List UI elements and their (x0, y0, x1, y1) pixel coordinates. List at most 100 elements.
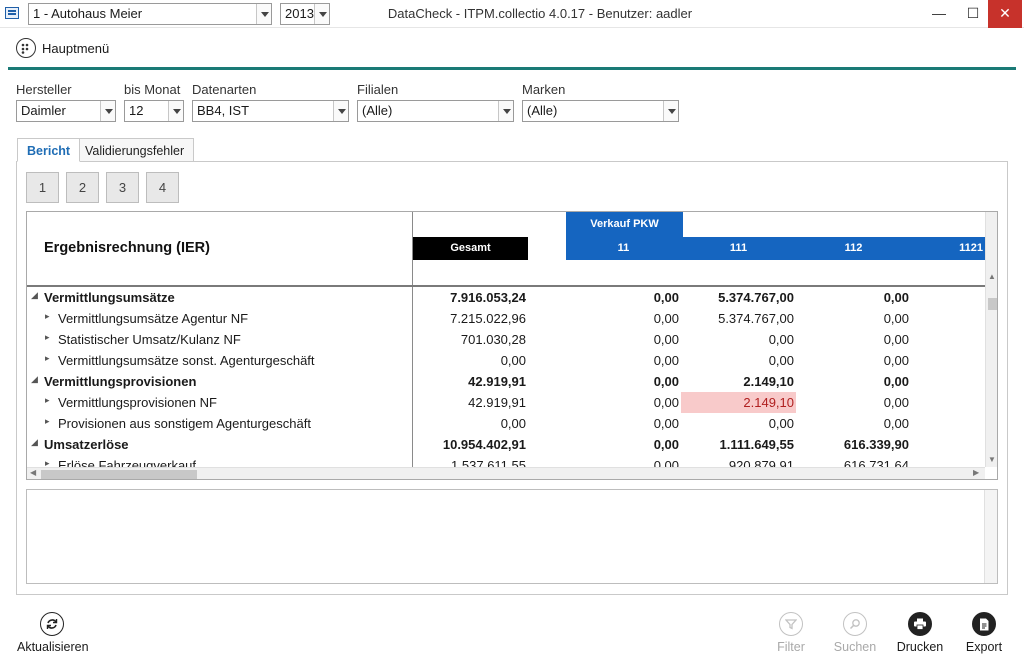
triangle-right-icon[interactable]: ▸ (45, 332, 50, 342)
datenarten-select[interactable]: BB4, IST (192, 100, 349, 122)
tab-validierungsfehler[interactable]: Validierungsfehler (75, 138, 195, 162)
triangle-down-icon[interactable]: ◢ (31, 374, 38, 384)
row-label: Vermittlungsprovisionen NF (58, 395, 217, 410)
minimize-button[interactable]: — (932, 5, 946, 21)
horizontal-scrollbar[interactable]: ◀ ▶ (27, 467, 985, 479)
search-button[interactable]: Suchen (820, 612, 890, 654)
page-button-1[interactable]: 1 (26, 172, 59, 203)
tab-bericht[interactable]: Bericht (17, 138, 81, 162)
cell-111: 0,00 (768, 332, 794, 347)
highlighted-cell-background (681, 392, 796, 413)
triangle-right-icon[interactable]: ▸ (45, 311, 50, 321)
cell-112: 0,00 (883, 374, 909, 389)
triangle-right-icon[interactable]: ▸ (45, 353, 50, 363)
refresh-icon (40, 612, 64, 636)
table-row[interactable]: ◢ Umsatzerlöse 10.954.402,91 0,00 1.111.… (27, 434, 985, 455)
table-row[interactable]: ▸ Vermittlungsumsätze sonst. Agenturgesc… (27, 350, 985, 371)
detail-panel-scrollbar[interactable] (984, 490, 997, 583)
cell-11: 0,00 (653, 395, 679, 410)
cell-gesamt: 42.919,91 (468, 395, 526, 410)
scroll-down-icon[interactable]: ▼ (988, 455, 996, 464)
hersteller-label: Hersteller (16, 82, 72, 97)
report-grid[interactable]: Ergebnisrechnung (IER) Gesamt Verkauf PK… (26, 211, 998, 480)
table-row[interactable]: ▸ Statistischer Umsatz/Kulanz NF 701.030… (27, 329, 985, 350)
scroll-up-icon[interactable]: ▲ (988, 272, 996, 281)
page-button-4[interactable]: 4 (146, 172, 179, 203)
page-button-2[interactable]: 2 (66, 172, 99, 203)
bis-monat-label: bis Monat (124, 82, 181, 97)
filialen-select[interactable]: (Alle) (357, 100, 514, 122)
cell-11: 0,00 (653, 353, 679, 368)
close-button[interactable]: ✕ (988, 0, 1022, 28)
table-row[interactable]: ▸ Vermittlungsprovisionen NF 42.919,91 0… (27, 392, 985, 413)
horizontal-scroll-thumb[interactable] (41, 470, 197, 479)
triangle-down-icon[interactable]: ◢ (31, 290, 38, 300)
cell-11: 0,00 (653, 374, 679, 389)
cell-111-highlighted[interactable]: 2.149,10 (743, 395, 794, 410)
bis-monat-select[interactable]: 12 (124, 100, 184, 122)
scroll-right-icon[interactable]: ▶ (973, 468, 980, 477)
marken-value: (Alle) (527, 103, 558, 118)
company-select[interactable]: 1 - Autohaus Meier (28, 3, 272, 25)
column-header-1121[interactable]: 1121 (959, 242, 983, 254)
company-select-value: 1 - Autohaus Meier (33, 6, 143, 21)
column-header-112[interactable]: 112 (844, 242, 863, 254)
column-header-11[interactable]: 11 (617, 242, 630, 254)
detail-panel[interactable] (26, 489, 998, 584)
cell-111: 0,00 (768, 416, 794, 431)
column-header-111[interactable]: 111 (729, 242, 748, 254)
cell-gesamt: 10.954.402,91 (442, 437, 526, 452)
chevron-down-icon[interactable] (314, 4, 329, 24)
main-menu-button[interactable]: Hauptmenü (16, 37, 109, 59)
maximize-button[interactable]: ☐ (966, 5, 980, 21)
chevron-down-icon[interactable] (100, 101, 115, 121)
page-button-3[interactable]: 3 (106, 172, 139, 203)
cell-gesamt: 42.919,91 (468, 374, 526, 389)
export-button[interactable]: Export (949, 612, 1019, 654)
triangle-down-icon[interactable]: ◢ (31, 437, 38, 447)
export-icon (972, 612, 996, 636)
filter-icon (779, 612, 803, 636)
row-label: Vermittlungsumsätze (44, 290, 175, 305)
chevron-down-icon[interactable] (663, 101, 678, 121)
chevron-down-icon[interactable] (256, 4, 271, 24)
cell-11: 0,00 (653, 332, 679, 347)
triangle-right-icon[interactable]: ▸ (45, 395, 50, 405)
chevron-down-icon[interactable] (333, 101, 348, 121)
column-header-gesamt[interactable]: Gesamt (413, 237, 528, 260)
triangle-right-icon[interactable]: ▸ (45, 458, 50, 468)
vertical-scrollbar[interactable]: ▲ ▼ (985, 212, 997, 467)
chevron-down-icon[interactable] (498, 101, 513, 121)
window-title: DataCheck - ITPM.collectio 4.0.17 - Benu… (387, 6, 693, 21)
row-label: Vermittlungsumsätze Agentur NF (58, 311, 249, 326)
report-title: Ergebnisrechnung (IER) (44, 240, 210, 256)
vertical-scroll-thumb[interactable] (988, 298, 997, 310)
chevron-down-icon[interactable] (168, 101, 183, 121)
marken-select[interactable]: (Alle) (522, 100, 679, 122)
cell-112: 616.339,90 (843, 437, 909, 452)
filter-button[interactable]: Filter (756, 612, 826, 654)
hersteller-select[interactable]: Daimler (16, 100, 116, 122)
year-select-value: 2013 (285, 6, 314, 21)
cell-111: 5.374.767,00 (718, 290, 794, 305)
cell-11: 0,00 (653, 290, 679, 305)
datenarten-value: BB4, IST (197, 103, 250, 118)
table-row[interactable]: ▸ Provisionen aus sonstigem Agenturgesch… (27, 413, 985, 434)
row-label: Vermittlungsumsätze sonst. Agenturgeschä… (58, 353, 315, 368)
table-row[interactable]: ▸ Vermittlungsumsätze Agentur NF 7.215.0… (27, 308, 985, 329)
refresh-button[interactable]: Aktualisieren (17, 612, 89, 654)
filialen-label: Filialen (357, 82, 399, 97)
row-label: Umsatzerlöse (44, 437, 129, 452)
search-label: Suchen (833, 640, 877, 654)
print-button[interactable]: Drucken (885, 612, 955, 654)
export-label: Export (965, 640, 1003, 654)
table-row[interactable]: ◢ Vermittlungsprovisionen 42.919,91 0,00… (27, 371, 985, 392)
column-group-header[interactable]: Verkauf PKW (566, 212, 683, 237)
year-select[interactable]: 2013 (280, 3, 330, 25)
triangle-right-icon[interactable]: ▸ (45, 416, 50, 426)
search-icon (843, 612, 867, 636)
cell-gesamt: 701.030,28 (460, 332, 526, 347)
table-row[interactable]: ◢ Vermittlungsumsätze 7.916.053,24 0,00 … (27, 287, 985, 308)
scroll-left-icon[interactable]: ◀ (30, 468, 37, 477)
menu-dots-icon (16, 38, 36, 58)
